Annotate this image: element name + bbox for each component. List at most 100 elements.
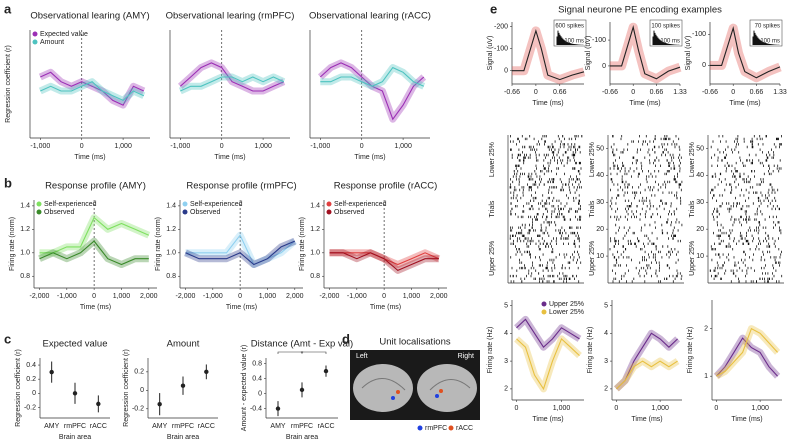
x-tick-label: 0 — [360, 143, 364, 150]
x-tick-label: -1,000 — [30, 143, 50, 150]
y-tick-label: -0.2 — [24, 404, 36, 411]
left-label: Left — [356, 353, 368, 360]
x-tick-label: 1,000 — [394, 143, 412, 150]
y-axis-label: Firing rate (Hz) — [587, 327, 594, 374]
legend-swatch — [32, 31, 38, 37]
y-axis-label: Firing rate (norm) — [155, 217, 162, 271]
brain-sulcus — [361, 378, 471, 391]
legend-label: Observed — [44, 209, 74, 216]
unit-dot — [435, 394, 439, 398]
panel-label: e — [490, 1, 497, 16]
legend-label: Observed — [190, 209, 220, 216]
inset-bars — [752, 30, 780, 45]
panel-d-title: Unit localisations — [379, 337, 451, 348]
x-tick-label: 0.66 — [553, 89, 567, 96]
x-tick-label: 0 — [614, 405, 618, 412]
panel-title: Response profile (rACC) — [334, 181, 437, 192]
x-tick-label: 2,000 — [140, 293, 158, 300]
x-tick-label: 0 — [515, 405, 519, 412]
legend-label: Self-experienced — [190, 201, 243, 208]
x-axis-label: Time (ms) — [370, 304, 401, 311]
panel-title: Amount — [167, 339, 200, 350]
y-tick-label: 0 — [258, 390, 262, 397]
panel: Firing rate (Hz) Time (ms) 1 2 0 1,000 — [687, 300, 782, 423]
unit-dot — [439, 389, 443, 393]
y-tick-label: 0.8 — [252, 360, 262, 367]
x-tick-label: 1.33 — [773, 89, 787, 96]
y-tick-label: 2 — [704, 325, 708, 332]
x-tick-label: 1,000 — [651, 405, 669, 412]
x-tick-label: 0 — [238, 293, 242, 300]
x-tick-label: -0.66 — [504, 89, 520, 96]
panel-title: Distance (Amt - Exp val) — [251, 339, 353, 350]
x-tick-label: AMY — [152, 423, 168, 430]
y-tick-label: 1.4 — [166, 203, 176, 210]
y-axis-label: Regression coefficient (r) — [123, 349, 130, 427]
y-axis-label: Firing rate (Hz) — [687, 327, 694, 374]
line — [40, 71, 145, 106]
y-tick-label: 20 — [696, 226, 704, 233]
line — [179, 62, 285, 92]
y-axis-label: Signal (uV) — [585, 36, 592, 71]
x-tick-label: -1,000 — [347, 293, 367, 300]
line — [39, 216, 150, 254]
line — [320, 66, 425, 87]
x-tick-label: -1,000 — [203, 293, 223, 300]
x-axis-label: Time (ms) — [631, 416, 662, 423]
line — [710, 26, 781, 79]
x-tick-label: 1,000 — [751, 405, 769, 412]
brain-right — [417, 364, 477, 412]
y-tick-label: 0.2 — [134, 369, 144, 376]
x-tick-label: 0 — [534, 89, 538, 96]
legend-swatch — [32, 39, 38, 45]
y-tick-label: 30 — [596, 199, 604, 206]
x-tick-label: -0.66 — [702, 89, 718, 96]
line — [516, 318, 580, 349]
legend-swatch — [182, 209, 188, 215]
x-axis-label: Time (ms) — [74, 154, 105, 161]
y-tick-label: 0 — [504, 68, 508, 75]
x-tick-label: 1,000 — [403, 293, 421, 300]
point — [157, 401, 162, 407]
y-axis-label: Amount - expected value (r) — [241, 345, 248, 431]
line — [40, 81, 145, 102]
y-axis-label: Regression coefficient (r) — [5, 45, 12, 123]
line — [516, 337, 580, 391]
point — [204, 369, 209, 375]
x-tick-label: AMY — [44, 423, 60, 430]
legend-label: Expected value — [40, 31, 88, 38]
y-tick-label: -200 — [494, 23, 508, 30]
y-tick-label: 5 — [604, 302, 608, 309]
y-tick-label: -0.2 — [132, 406, 144, 413]
panel-label: a — [4, 1, 12, 16]
spike-raster — [609, 135, 683, 283]
y-tick-label: 1.4 — [310, 203, 320, 210]
line-band — [613, 357, 680, 392]
y-tick-label: 0.8 — [166, 273, 176, 280]
x-tick-label: 0.66 — [650, 89, 664, 96]
significance-mark: * — [301, 351, 304, 358]
x-tick-label: -1,000 — [57, 293, 77, 300]
raster-label: Trials — [489, 200, 496, 217]
line-band — [317, 59, 427, 123]
y-tick-label: 3 — [504, 358, 508, 365]
line — [610, 25, 681, 80]
y-tick-label: 0.8 — [310, 273, 320, 280]
inset-count: 100 spikes — [651, 24, 680, 30]
raster-label: Upper 25% — [489, 241, 496, 276]
y-axis-label: Firing rate (norm) — [299, 217, 306, 271]
y-tick-label: 0 — [140, 387, 144, 394]
line-band — [39, 214, 151, 257]
inset-scale: 100 ms — [660, 39, 680, 45]
spike-raster — [509, 135, 583, 283]
panel-title: Observational learing (rmPFC) — [166, 11, 295, 22]
x-axis-label: Time (ms) — [214, 154, 245, 161]
right-label: Right — [458, 353, 474, 360]
y-tick-label: 1.4 — [20, 203, 30, 210]
y-tick-label: 0.8 — [20, 273, 30, 280]
y-tick-label: 4 — [604, 330, 608, 337]
unit-dot — [396, 390, 400, 394]
panel-label: b — [4, 175, 12, 190]
x-tick-label: rmPFC — [64, 423, 86, 430]
